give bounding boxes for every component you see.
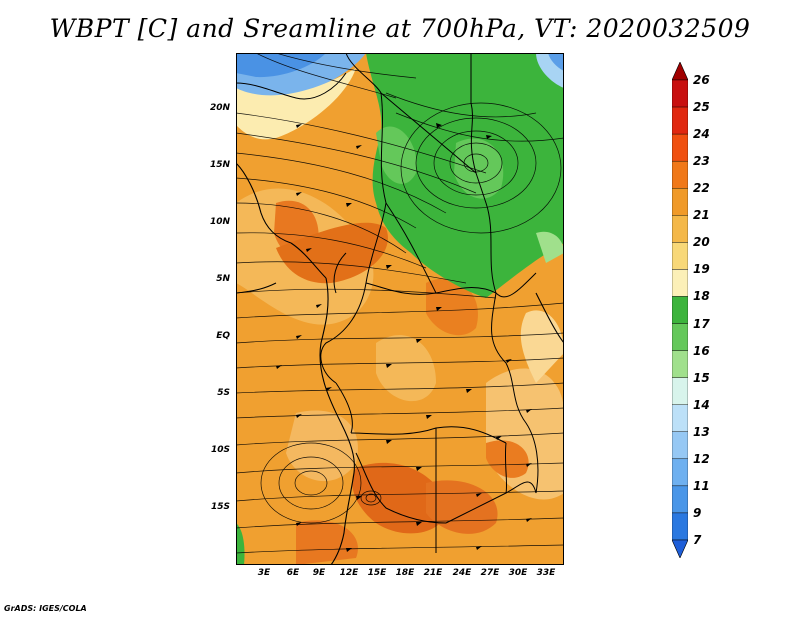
lat-label-5s: 5S [217,388,230,398]
lon-label-9e: 9E [312,568,326,578]
lat-label-5n: 5N [216,274,230,284]
field-green-light [454,138,504,199]
colorbar-label: 18 [693,289,710,304]
colorbar-segment [672,188,688,216]
lon-label-6e: 6E [286,568,300,578]
colorbar-segment [672,485,688,514]
streamline-arrows [276,123,532,552]
colorbar-label: 9 [693,505,702,520]
colorbar-label: 22 [693,181,710,196]
field-warm-patch [352,462,447,534]
colorbar-segment [672,512,688,541]
colorbar-label: 14 [693,397,710,412]
lat-label-eq: EQ [216,331,230,341]
grads-credit: GrADS: IGES/COLA [4,604,87,613]
colorbar-label: 21 [693,208,710,223]
lon-label-15e: 15E [367,568,387,578]
lat-label-10n: 10N [209,217,230,227]
country-borders [236,53,539,553]
coastlines [236,162,564,565]
colorbar-label: 13 [693,424,710,439]
lon-label-24e: 24E [452,568,472,578]
lat-label-10s: 10S [210,445,230,455]
field-light-patch [286,410,358,482]
map-plot [236,53,564,565]
colorbar-label: 26 [693,73,710,87]
field-cool-corner [236,53,326,78]
field-warm-patch [296,520,358,565]
field-light-patch [520,310,564,383]
colorbar-segment [672,431,688,460]
lon-label-27e: 27E [480,568,500,578]
lon-label-30e: 30E [508,568,528,578]
lon-label-12e: 12E [339,568,359,578]
field-warm-patch [276,222,388,284]
colorbar-segment [672,323,688,351]
colorbar-label: 7 [693,533,702,547]
lat-label-20n: 20N [209,103,230,113]
field-green-strip [236,523,245,565]
colorbar-segment [672,242,688,270]
colorbar-label: 15 [693,370,710,385]
field-warm-patch [486,440,529,478]
colorbar [672,62,688,558]
colorbar-label: 19 [693,262,710,277]
colorbar-label: 20 [693,235,710,250]
colorbar-segment [672,160,688,189]
colorbar-label: 12 [693,451,710,466]
colorbar-segment [672,404,688,432]
lat-label-15s: 15S [210,502,230,512]
lon-label-33e: 33E [536,568,556,578]
field-light-corner [236,68,356,140]
field-green-light [376,126,417,184]
colorbar-segment [672,350,688,378]
colorbar-label: 24 [693,127,710,142]
chart-title: WBPT [C] and Sreamline at 700hPa, VT: 20… [49,14,751,43]
lon-label-3e: 3E [257,568,271,578]
colorbar-label: 11 [693,478,710,493]
colorbar-label: 16 [693,343,710,358]
colorbar-label: 23 [693,154,710,169]
field-green-light [536,231,564,263]
lat-label-15n: 15N [209,160,230,170]
colorbar-segment [672,269,688,297]
lon-label-21e: 21E [423,568,443,578]
colorbar-segment [672,215,688,243]
colorbar-segment [672,377,688,405]
colorbar-segment [672,133,688,162]
field-light-patch [376,335,436,402]
colorbar-label: 17 [693,316,710,331]
field-cool-corner [548,53,564,71]
colorbar-bottom-triangle [672,539,688,558]
colorbar-segment [672,458,688,487]
colorbar-segment [672,79,688,108]
lon-label-18e: 18E [395,568,415,578]
map-frame [236,53,564,565]
colorbar-segment [672,296,688,324]
colorbar-label: 25 [693,100,710,115]
colorbar-top-triangle [672,62,688,81]
colorbar-segment [672,106,688,135]
